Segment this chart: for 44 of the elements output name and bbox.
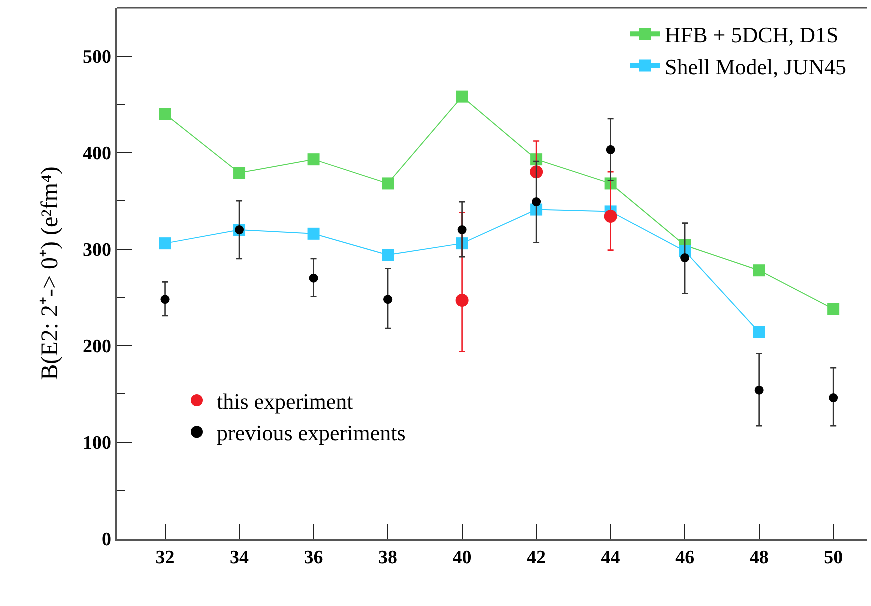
point: [382, 249, 394, 262]
point: [382, 178, 394, 190]
y-tick-label: 300: [82, 240, 112, 262]
point: [159, 108, 172, 120]
point: [829, 394, 838, 403]
x-tick-label: 34: [230, 548, 250, 569]
y-tick-label: 400: [82, 143, 112, 164]
point: [308, 228, 320, 240]
point: [753, 264, 766, 277]
legend-label: this experiment: [217, 389, 354, 414]
y-tick-label: 200: [82, 336, 112, 358]
legend-label: HFB + 5DCH, D1S: [665, 22, 839, 48]
x-tick-label: 48: [750, 548, 769, 569]
point: [753, 326, 766, 338]
x-tick-label: 44: [601, 548, 621, 569]
point: [828, 303, 840, 316]
point: [680, 254, 690, 263]
point: [160, 295, 170, 304]
legend-label: Shell Model, JUN45: [665, 54, 846, 80]
x-tick-label: 46: [676, 548, 695, 569]
y-tick-label: 100: [82, 433, 112, 454]
point: [530, 166, 544, 179]
point: [309, 274, 318, 283]
point: [754, 386, 764, 395]
point: [456, 294, 469, 308]
point: [159, 238, 172, 250]
y-tick-label: 500: [82, 46, 112, 68]
x-tick-label: 36: [304, 548, 324, 569]
x-tick-label: 50: [824, 548, 844, 569]
point: [234, 167, 246, 180]
x-tick-label: 32: [156, 548, 175, 569]
point: [308, 154, 320, 166]
x-tick-label: 40: [452, 548, 472, 569]
y-axis-title: B(E2: 2⁺-> 0⁺) (e²fm⁴): [38, 166, 64, 380]
x-tick-label: 42: [527, 548, 546, 569]
y-tick-label: 0: [102, 530, 112, 551]
x-tick-label: 38: [378, 548, 398, 569]
legend-label: previous experiments: [217, 420, 406, 446]
point: [604, 210, 618, 224]
point: [384, 295, 393, 304]
point: [458, 226, 467, 235]
point: [532, 198, 542, 207]
point: [456, 90, 468, 103]
point: [606, 145, 616, 154]
